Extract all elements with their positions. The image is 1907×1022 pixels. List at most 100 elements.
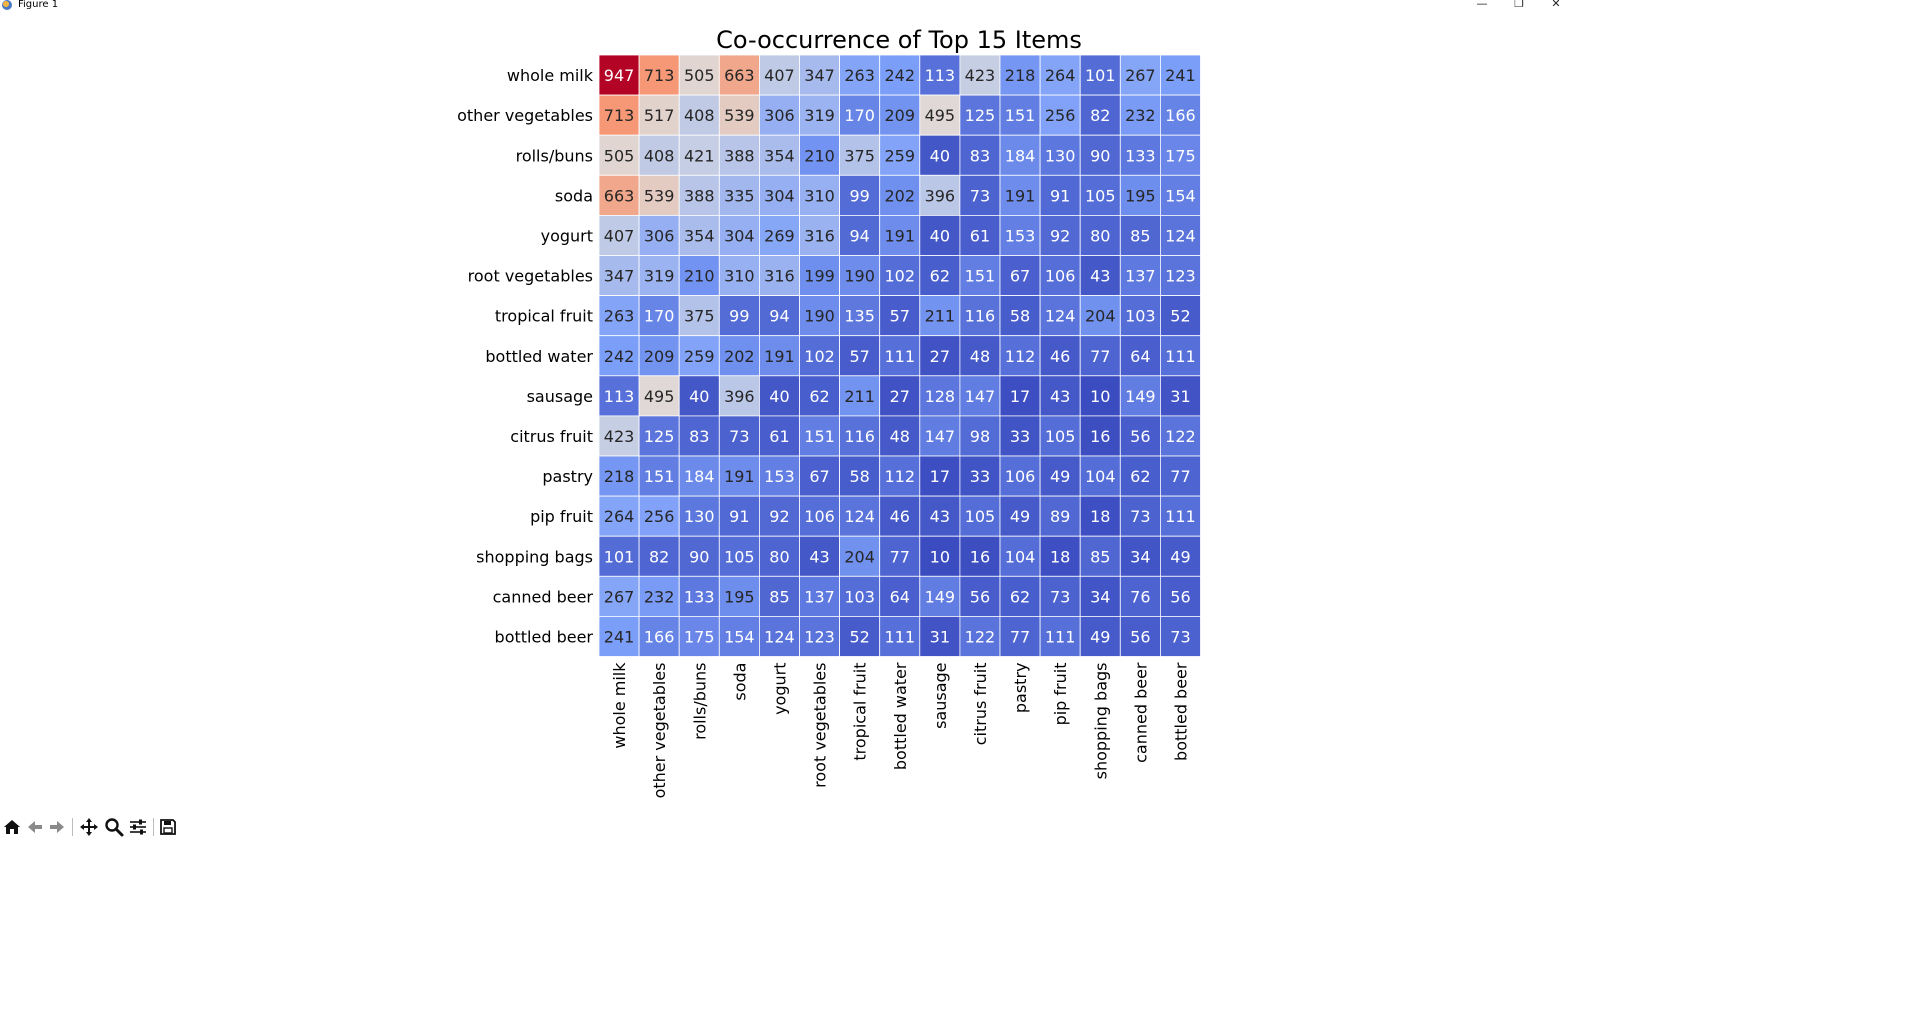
cell-value-label: 175 [684,627,715,646]
heatmap-cell-soda-other-vegetables [638,174,680,216]
close-button[interactable]: ✕ [1551,0,1561,10]
cell-value-label: 80 [769,547,789,566]
heatmap-cell-sausage-canned-beer [1119,375,1161,417]
save-figure-icon[interactable] [158,817,178,837]
cell-value-label: 31 [930,627,950,646]
heatmap-cell-soda-rolls-buns [678,174,720,216]
home-icon[interactable] [2,817,22,837]
column-label-shopping-bags: shopping bags [1091,663,1110,780]
cell-value-label: 122 [965,627,996,646]
maximize-button[interactable]: ❐ [1514,0,1524,10]
row-label-bottled-water: bottled water [485,347,593,366]
cell-value-label: 264 [604,507,635,526]
cell-value-label: 94 [769,307,789,326]
heatmap-cell-root-vegetables-tropical-fruit [839,255,881,296]
back-arrow-icon[interactable] [25,817,45,837]
cell-value-label: 218 [1005,66,1036,85]
heatmap-cell-other-vegetables-bottled-beer [1160,94,1201,136]
cell-value-label: 137 [804,587,835,606]
cell-value-label: 195 [1125,186,1156,205]
cell-value-label: 495 [925,106,956,125]
cell-value-label: 49 [1090,627,1110,646]
cell-value-label: 105 [1085,186,1116,205]
cell-value-label: 56 [1130,627,1150,646]
cell-value-label: 310 [724,267,755,286]
cell-value-label: 56 [1170,587,1190,606]
cell-value-label: 423 [604,427,635,446]
cell-value-label: 27 [890,387,910,406]
cell-value-label: 149 [925,587,956,606]
forward-arrow-icon[interactable] [47,817,67,837]
heatmap-cell-tropical-fruit-pip-fruit [1039,295,1081,337]
heatmap-cell-bottled-beer-other-vegetables [638,616,680,657]
cell-value-label: 77 [890,547,910,566]
heatmap-cell-yogurt-pip-fruit [1039,214,1081,256]
pan-move-icon[interactable] [79,817,99,837]
cell-value-label: 76 [1130,587,1150,606]
cell-value-label: 40 [930,226,950,245]
heatmap-cell-bottled-water-yogurt [759,335,800,377]
row-label-pip-fruit: pip fruit [530,507,593,526]
heatmap-cell-pastry-citrus-fruit [959,455,1001,497]
cell-value-label: 232 [1125,106,1156,125]
heatmap-cell-root-vegetables-other-vegetables [638,255,680,296]
cell-value-label: 306 [644,226,675,245]
cell-value-label: 209 [644,347,675,366]
heatmap-cell-yogurt-root-vegetables [799,214,840,256]
cell-value-label: 210 [804,146,835,165]
heatmap-cell-yogurt-tropical-fruit [839,214,881,256]
heatmap-cell-tropical-fruit-tropical-fruit [839,295,881,337]
cell-value-label: 151 [965,267,996,286]
cell-value-label: 202 [724,347,755,366]
cell-value-label: 94 [849,226,869,245]
row-label-other-vegetables: other vegetables [457,106,593,125]
row-label-yogurt: yogurt [541,226,593,245]
cell-value-label: 396 [724,387,755,406]
cell-value-label: 73 [1130,507,1150,526]
column-label-other-vegetables: other vegetables [650,663,669,799]
heatmap-cell-canned-beer-bottled-beer [1160,575,1201,617]
row-label-pastry: pastry [542,467,593,486]
heatmap-cell-rolls-buns-pip-fruit [1039,134,1081,176]
cell-value-label: 102 [804,347,835,366]
minimize-button[interactable]: — [1476,0,1488,10]
column-label-sausage: sausage [931,663,950,729]
cell-value-label: 104 [1005,547,1036,566]
cell-value-label: 46 [1050,347,1070,366]
heatmap-cell-whole-milk-other-vegetables [638,54,680,96]
heatmap-cell-shopping-bags-bottled-water [879,535,921,577]
heatmap-cell-yogurt-sausage [919,214,961,256]
heatmap-cell-whole-milk-pip-fruit [1039,54,1081,96]
heatmap-cell-soda-yogurt [759,174,800,216]
cell-value-label: 209 [884,106,915,125]
heatmap-cell-pastry-pastry [999,455,1041,497]
cell-value-label: 154 [724,627,755,646]
heatmap-cell-shopping-bags-other-vegetables [638,535,680,577]
cell-value-label: 133 [684,587,715,606]
column-label-soda: soda [730,663,749,701]
cell-value-label: 101 [604,547,635,566]
cell-value-label: 102 [884,267,915,286]
cell-value-label: 170 [844,106,875,125]
heatmap-cell-root-vegetables-whole-milk [598,255,640,296]
heatmap-cell-root-vegetables-sausage [919,255,961,296]
cell-value-label: 43 [809,547,829,566]
cell-value-label: 83 [689,427,709,446]
cell-value-label: 151 [1005,106,1036,125]
row-label-shopping-bags: shopping bags [476,547,593,566]
heatmap-cell-bottled-water-tropical-fruit [839,335,881,377]
cell-value-label: 73 [729,427,749,446]
cell-value-label: 18 [1050,547,1070,566]
configure-subplots-icon[interactable] [128,817,148,837]
column-label-canned-beer: canned beer [1131,662,1150,763]
cell-value-label: 125 [644,427,675,446]
zoom-magnifier-icon[interactable] [104,817,124,837]
cell-value-label: 89 [1050,507,1070,526]
cell-value-label: 73 [1170,627,1190,646]
cell-value-label: 99 [849,186,869,205]
heatmap-cell-root-vegetables-root-vegetables [799,255,840,296]
cell-value-label: 135 [844,307,875,326]
cell-value-label: 17 [1010,387,1030,406]
heatmap-cell-sausage-soda [718,375,760,417]
heatmap-cell-bottled-beer-sausage [919,616,961,657]
